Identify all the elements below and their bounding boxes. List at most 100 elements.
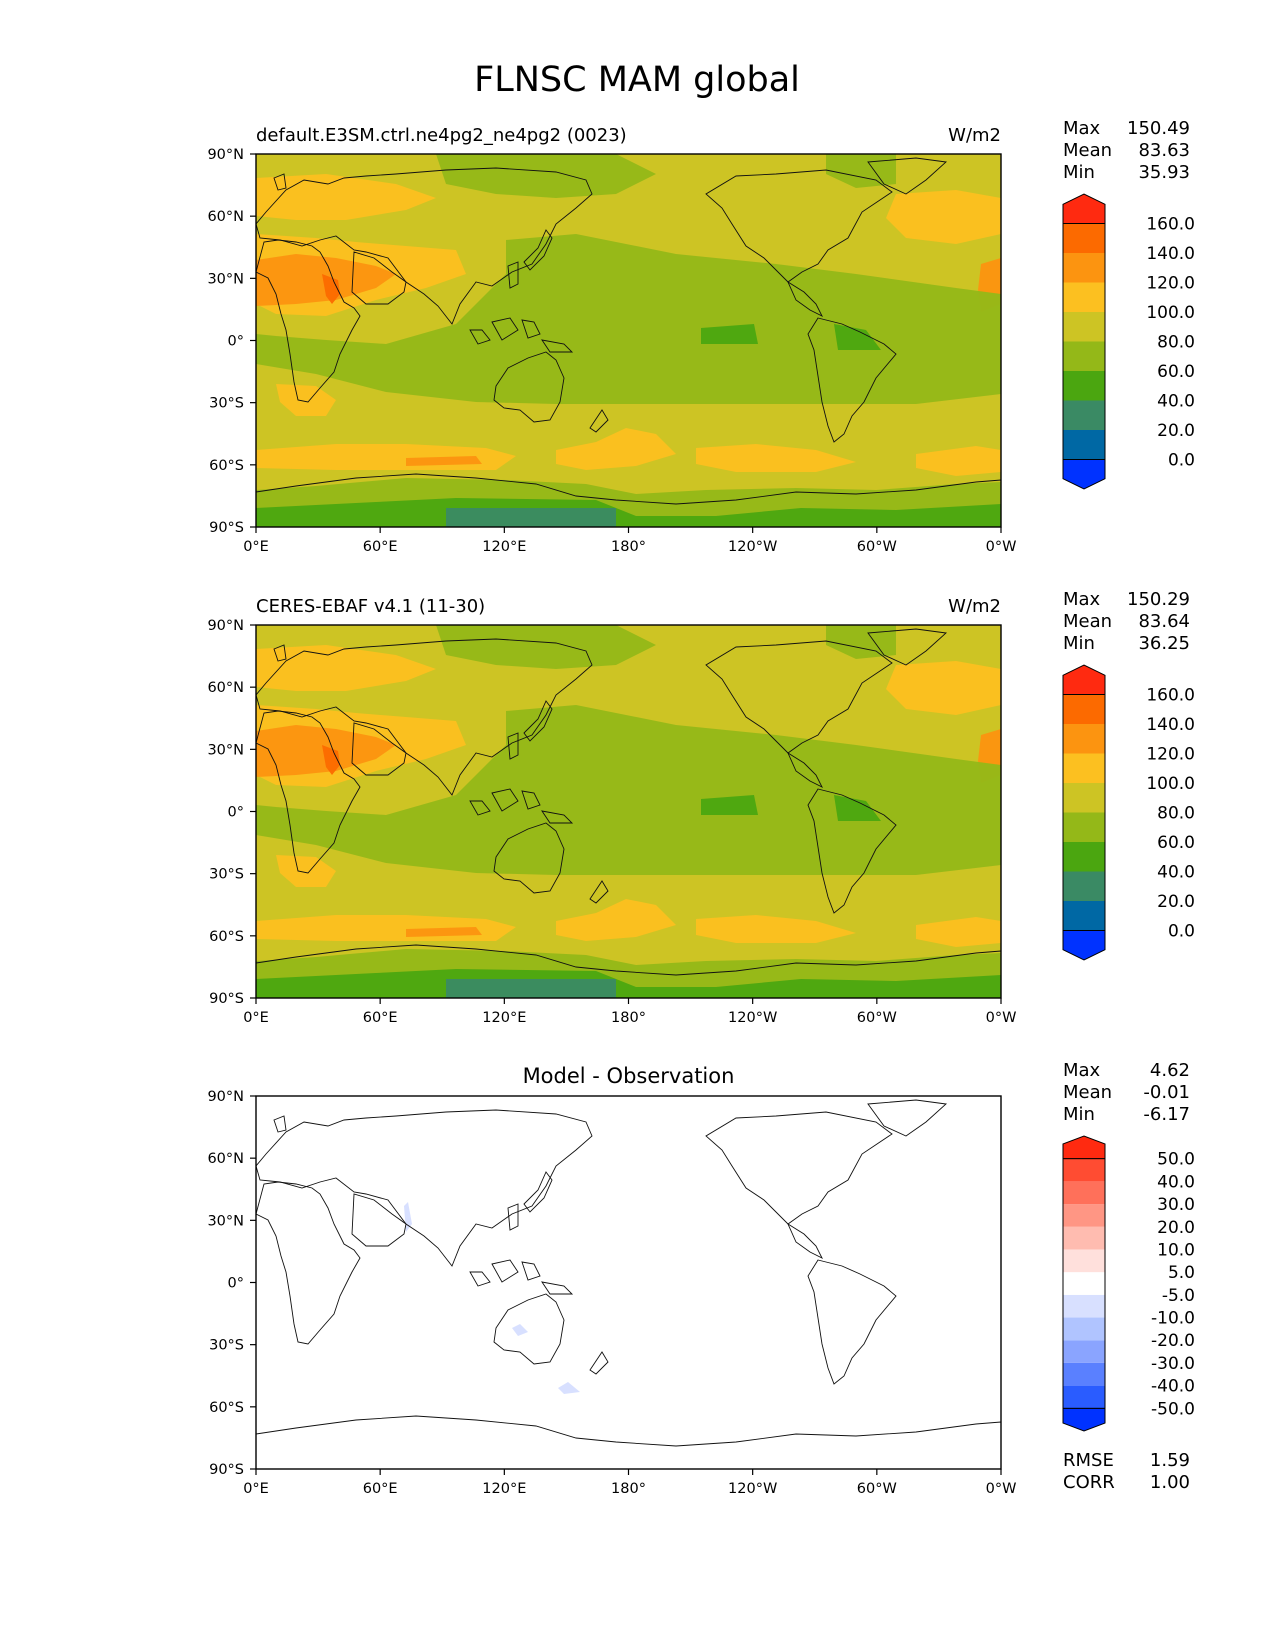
colorbar-label: 30.0	[1157, 1195, 1195, 1215]
lat-tick-label: 60°S	[209, 929, 244, 945]
stat-label: RMSE	[1063, 1450, 1114, 1471]
field-region	[322, 274, 340, 304]
stat-value: 150.49	[1127, 118, 1190, 139]
lat-tick-label: 60°S	[209, 458, 244, 474]
lon-tick-label: 180°	[611, 539, 646, 555]
lat-tick-label: 90°N	[207, 1089, 244, 1105]
stat-label: CORR	[1063, 1472, 1115, 1493]
colorbar-label: 120.0	[1146, 745, 1195, 765]
extra-stats: RMSE 1.59 CORR 1.00	[1063, 1450, 1190, 1493]
colorbar-extend-max	[1062, 664, 1106, 695]
lat-tick-label: 0°	[228, 334, 244, 350]
colorbar-segment	[1063, 430, 1105, 460]
colorbar-segment	[1063, 282, 1105, 312]
field-region	[916, 917, 1001, 947]
map-body	[256, 154, 1001, 527]
colorbar-segment	[1063, 1181, 1105, 1205]
colorbar-label: 10.0	[1157, 1240, 1195, 1260]
map-panel-obs: CERES-EBAF v4.1 (11-30) W/m2 90°N 60°N 30°N 0…	[207, 596, 1016, 1026]
colorbar-segment	[1063, 753, 1105, 783]
colorbar-segment	[1063, 901, 1105, 931]
colorbar-segment	[1063, 1226, 1105, 1250]
colorbar-segment	[1063, 253, 1105, 283]
stat-label: Mean	[1063, 611, 1112, 632]
field-region	[256, 234, 1001, 404]
lon-tick-label: 60°E	[363, 1010, 398, 1026]
lat-tick-label: 90°S	[209, 991, 244, 1007]
colorbar-segment	[1063, 871, 1105, 901]
lat-tick-label: 90°N	[207, 147, 244, 163]
colorbar-label: 60.0	[1157, 362, 1195, 382]
lon-tick-label: 0°E	[243, 1010, 269, 1026]
colorbar-segment	[1063, 724, 1105, 754]
lat-tick-label: 90°N	[207, 618, 244, 634]
field-region	[701, 324, 758, 344]
colorbar-label: 100.0	[1146, 774, 1195, 794]
colorbar-label: -5.0	[1162, 1286, 1195, 1306]
lat-tick-label: 0°	[228, 1276, 244, 1292]
colorbar-label: 40.0	[1157, 1172, 1195, 1192]
lon-tick-label: 120°E	[482, 1010, 526, 1026]
field-region	[256, 174, 436, 220]
field-region	[276, 384, 336, 416]
field-region	[256, 969, 1001, 998]
colorbar-segment	[1063, 341, 1105, 371]
colorbar-extend-max	[1062, 193, 1106, 224]
map-body	[256, 625, 1001, 998]
lon-tick-label: 120°E	[482, 539, 526, 555]
stat-value: 150.29	[1127, 589, 1190, 610]
lat-tick-label: 30°S	[209, 1338, 244, 1354]
stat-value: 1.00	[1150, 1472, 1190, 1493]
colorbar-label: 140.0	[1146, 244, 1195, 264]
colorbar-frame	[1062, 1158, 1106, 1409]
colorbar-label: 160.0	[1146, 686, 1195, 706]
colorbar-label: 40.0	[1157, 392, 1195, 412]
colorbar-segment	[1063, 694, 1105, 724]
map-body	[256, 1096, 1001, 1469]
stat-label: Max	[1063, 118, 1101, 139]
stat-label: Max	[1063, 1060, 1101, 1081]
lat-tick-label: 60°N	[207, 680, 244, 696]
stat-value: 1.59	[1150, 1450, 1190, 1471]
stat-value: 4.62	[1150, 1060, 1190, 1081]
lon-tick-label: 60°E	[363, 1481, 398, 1497]
colorbar-segment	[1063, 1204, 1105, 1227]
lon-tick-label: 120°W	[728, 539, 777, 555]
field-region	[436, 154, 656, 198]
lon-tick-label: 180°	[611, 1481, 646, 1497]
lat-tick-label: 30°N	[207, 271, 244, 287]
lon-tick-label: 0°E	[243, 539, 269, 555]
lon-tick-label: 120°W	[728, 1481, 777, 1497]
colorbar-label: 40.0	[1157, 863, 1195, 883]
colorbar-extend-min	[1062, 459, 1106, 490]
colorbar: 0.0 20.0 40.0 60.0 80.0 100.0 120.0 140.0 160.0	[1062, 193, 1195, 490]
lat-tick-label: 90°S	[209, 520, 244, 536]
map-panel-model: default.E3SM.ctrl.ne4pg2_ne4pg2 (0023) W/…	[207, 125, 1016, 555]
stat-label: Max	[1063, 589, 1101, 610]
colorbar-label: 5.0	[1168, 1263, 1195, 1283]
stats-block: Max 4.62 Mean -0.01 Min -6.17	[1063, 1060, 1190, 1125]
field-region	[886, 190, 1001, 244]
lon-tick-label: 120°W	[728, 1010, 777, 1026]
colorbar-extend-min	[1062, 1407, 1106, 1432]
colorbar-segment	[1063, 842, 1105, 872]
field-region	[826, 625, 896, 659]
units-label: W/m2	[948, 596, 1001, 617]
colorbar-label: -30.0	[1151, 1354, 1195, 1374]
colorbar-frame	[1062, 694, 1106, 931]
field-region	[556, 899, 676, 941]
colorbar-label: 20.0	[1157, 1218, 1195, 1238]
lat-tick-label: 30°S	[209, 867, 244, 883]
colorbar-segment	[1063, 812, 1105, 842]
field-region	[696, 444, 856, 472]
colorbar-extend-min	[1062, 930, 1106, 961]
colorbar-label: 60.0	[1157, 833, 1195, 853]
colorbar-label: -10.0	[1151, 1309, 1195, 1329]
lon-tick-label: 120°E	[482, 1481, 526, 1497]
lat-tick-label: 30°N	[207, 1213, 244, 1229]
colorbar-segment	[1063, 1340, 1105, 1363]
field-region	[446, 979, 616, 998]
colorbar-label: 0.0	[1168, 922, 1195, 942]
field-region	[256, 498, 1001, 527]
colorbar-segment	[1063, 1317, 1105, 1341]
